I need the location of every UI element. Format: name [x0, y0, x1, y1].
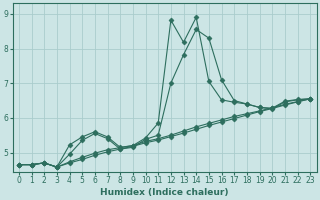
X-axis label: Humidex (Indice chaleur): Humidex (Indice chaleur) — [100, 188, 229, 197]
